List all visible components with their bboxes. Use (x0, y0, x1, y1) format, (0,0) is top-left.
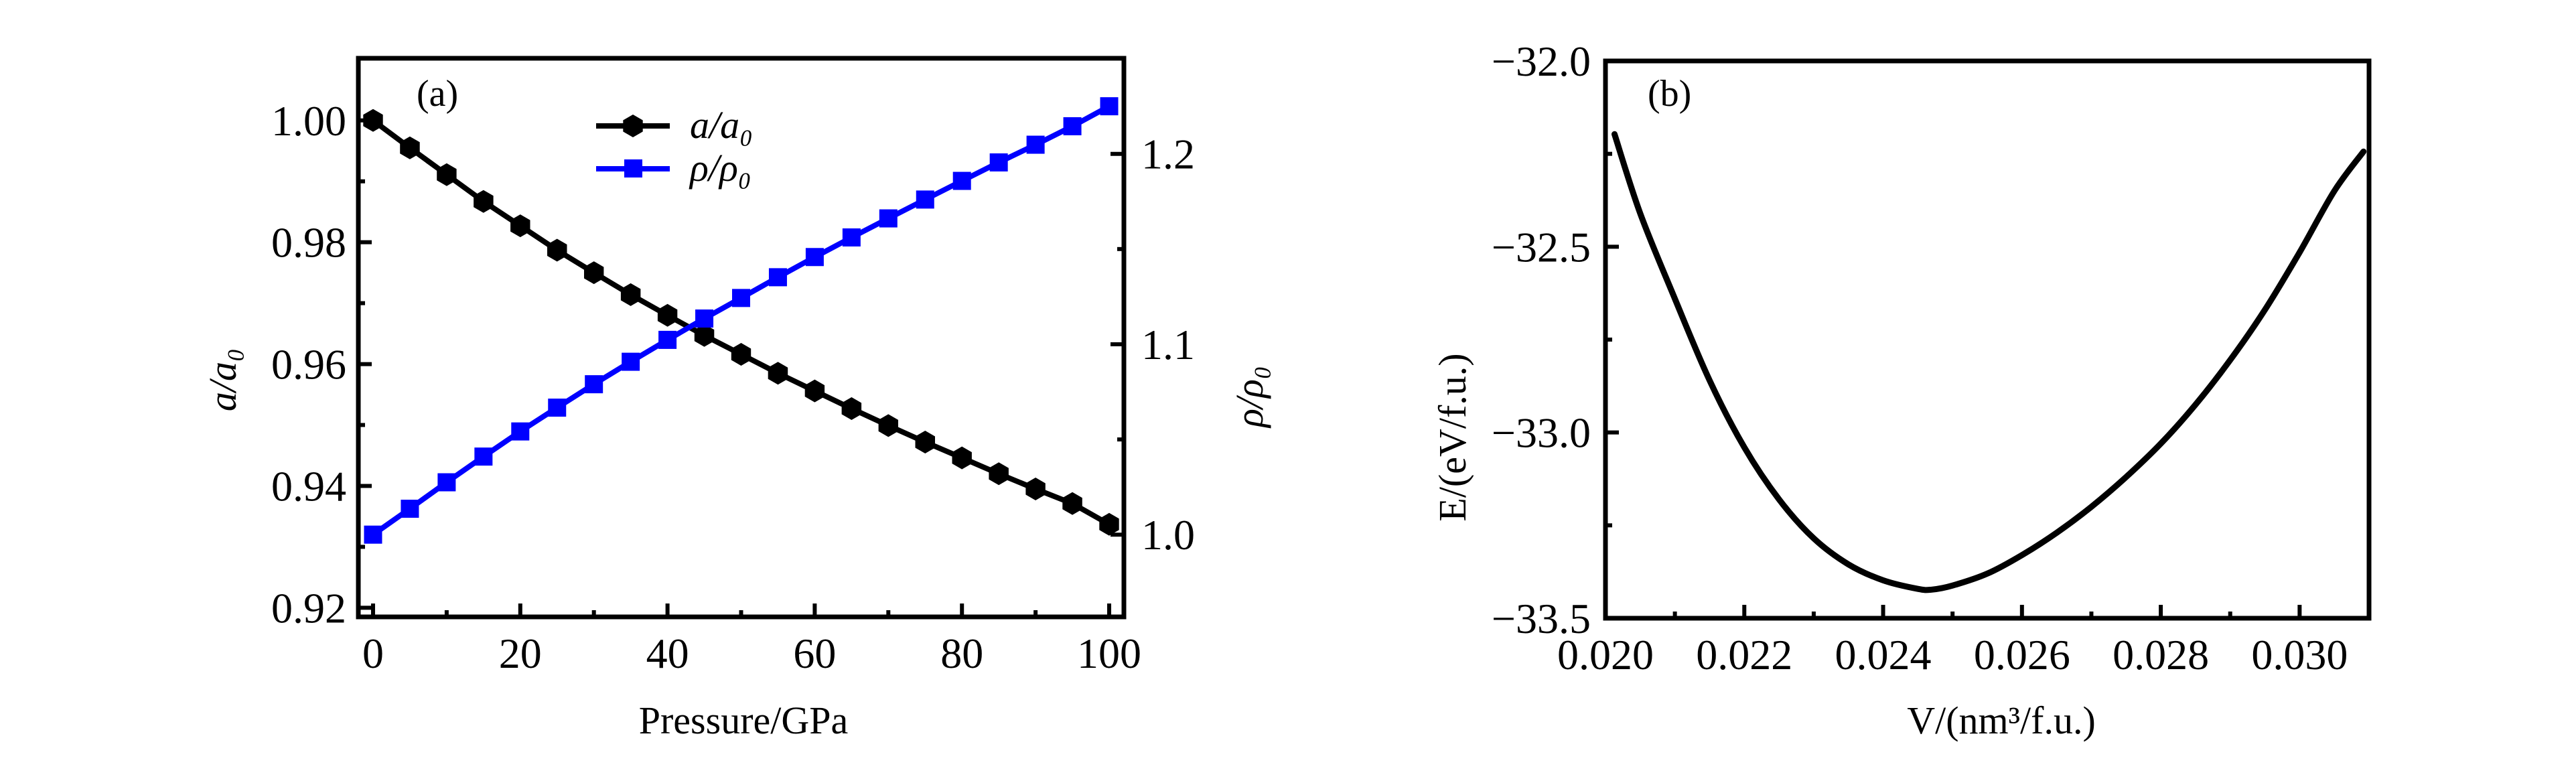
data-point-a (841, 397, 862, 420)
data-point-a (731, 343, 752, 366)
data-point-a (657, 303, 678, 327)
y-right-tick-label: 1.1 (1141, 321, 1195, 368)
data-point-a (437, 163, 457, 186)
panel-a-pressure-chart: 0 20 40 60 80 100 0.92 0.94 0.96 0.98 1.00 1.0 1.1 1.… (201, 56, 1271, 742)
data-point-a (1025, 478, 1046, 500)
data-point-rho (952, 171, 971, 190)
hexagon-marker-icon (623, 115, 643, 137)
data-point-rho (1100, 97, 1119, 116)
data-point-rho (474, 447, 493, 466)
data-point-a (1099, 512, 1119, 536)
y-right-tick-label: 1.2 (1141, 131, 1195, 178)
data-point-rho (1026, 135, 1045, 154)
data-point-a (989, 462, 1009, 486)
legend-label-rho: ρ/ρ₀ (689, 146, 752, 190)
data-point-rho (585, 375, 603, 394)
data-point-rho (548, 399, 567, 417)
x-tick-label: 0.028 (2113, 631, 2209, 679)
panel-b-marks (1612, 131, 2367, 593)
data-point-a (694, 324, 715, 347)
y-tick-label: −32.0 (1492, 38, 1591, 85)
data-point-a (915, 431, 935, 453)
data-point-rho (401, 500, 419, 518)
panel-a-ticks: 0 20 40 60 80 100 0.92 0.94 0.96 0.98 1.00 1.0 1.1 1.… (271, 97, 1195, 677)
y-tick-label: −33.0 (1492, 409, 1591, 457)
data-point-a (804, 379, 825, 403)
x-tick-label: 40 (646, 630, 689, 677)
x-tick-label: 0.026 (1974, 631, 2070, 679)
panel-a-y-axis-label: a/a₀ (201, 348, 244, 411)
x-tick-label: 100 (1077, 630, 1141, 677)
data-point-a (547, 238, 567, 262)
panel-b-label: (b) (1648, 73, 1691, 115)
data-point-a (952, 446, 972, 470)
panel-b-x-axis-label: V/(nm³/f.u.) (1907, 699, 2096, 742)
data-point-a (363, 109, 383, 132)
data-point-a (400, 136, 420, 159)
data-point-rho (658, 330, 677, 349)
data-point-rho (732, 289, 750, 307)
panel-a-y-right-axis-label: ρ/ρ₀ (1228, 366, 1271, 429)
x-tick-label: 0.030 (2251, 631, 2348, 679)
legend: a/a₀ ρ/ρ₀ (596, 103, 753, 190)
y-tick-label: 0.98 (271, 219, 346, 267)
data-point-rho (916, 190, 934, 209)
data-point-rho (989, 153, 1008, 171)
square-marker-icon (624, 159, 642, 177)
data-point-rho (879, 209, 898, 228)
legend-label-a: a/a₀ (690, 103, 753, 147)
data-point-rho (1063, 117, 1082, 135)
panel-b-energy-volume-chart: 0.020 0.022 0.024 0.026 0.028 0.030 −32.0 −32.5… (1431, 38, 2372, 742)
panel-b-frame (1603, 58, 2372, 621)
data-point-a (620, 283, 641, 306)
data-point-rho (695, 309, 714, 328)
y-tick-label: 0.92 (271, 584, 346, 632)
data-point-rho (511, 422, 530, 441)
y-tick-label: 1.00 (271, 97, 346, 145)
data-point-a (510, 214, 530, 238)
x-tick-label: 0.022 (1696, 631, 1792, 679)
data-point-rho (842, 228, 861, 246)
panel-b-y-axis-label: E/(eV/f.u.) (1431, 353, 1474, 521)
data-point-rho (437, 473, 456, 492)
y-tick-label: −32.5 (1492, 223, 1591, 271)
data-point-a (878, 414, 898, 437)
x-tick-label: 80 (940, 630, 983, 677)
panel-a-label: (a) (417, 73, 458, 115)
energy-curve (1612, 131, 2367, 593)
x-tick-label: 0.024 (1835, 631, 1932, 679)
legend-item-a: a/a₀ (596, 103, 753, 147)
data-point-rho (364, 525, 382, 544)
panel-b-ticks: 0.020 0.022 0.024 0.026 0.028 0.030 −32.0 −32.5… (1492, 38, 2348, 679)
y-tick-label: 0.96 (271, 341, 346, 388)
data-point-a (584, 261, 604, 285)
data-point-rho (622, 352, 640, 371)
x-tick-label: 20 (499, 630, 542, 677)
y-tick-label: 0.94 (271, 462, 346, 510)
data-point-a (768, 362, 788, 385)
y-tick-label: −33.5 (1492, 595, 1591, 642)
data-point-rho (805, 248, 824, 267)
x-tick-label: 0 (362, 630, 384, 677)
y-right-tick-label: 1.0 (1141, 511, 1195, 559)
data-point-a (1062, 492, 1082, 515)
data-point-rho (768, 268, 787, 287)
legend-item-rho: ρ/ρ₀ (596, 146, 752, 190)
panel-a-marks (363, 97, 1119, 544)
x-tick-label: 0.020 (1557, 631, 1654, 679)
data-point-a (474, 190, 494, 213)
panel-a-x-axis-label: Pressure/GPa (639, 699, 849, 742)
x-tick-label: 60 (793, 630, 836, 677)
